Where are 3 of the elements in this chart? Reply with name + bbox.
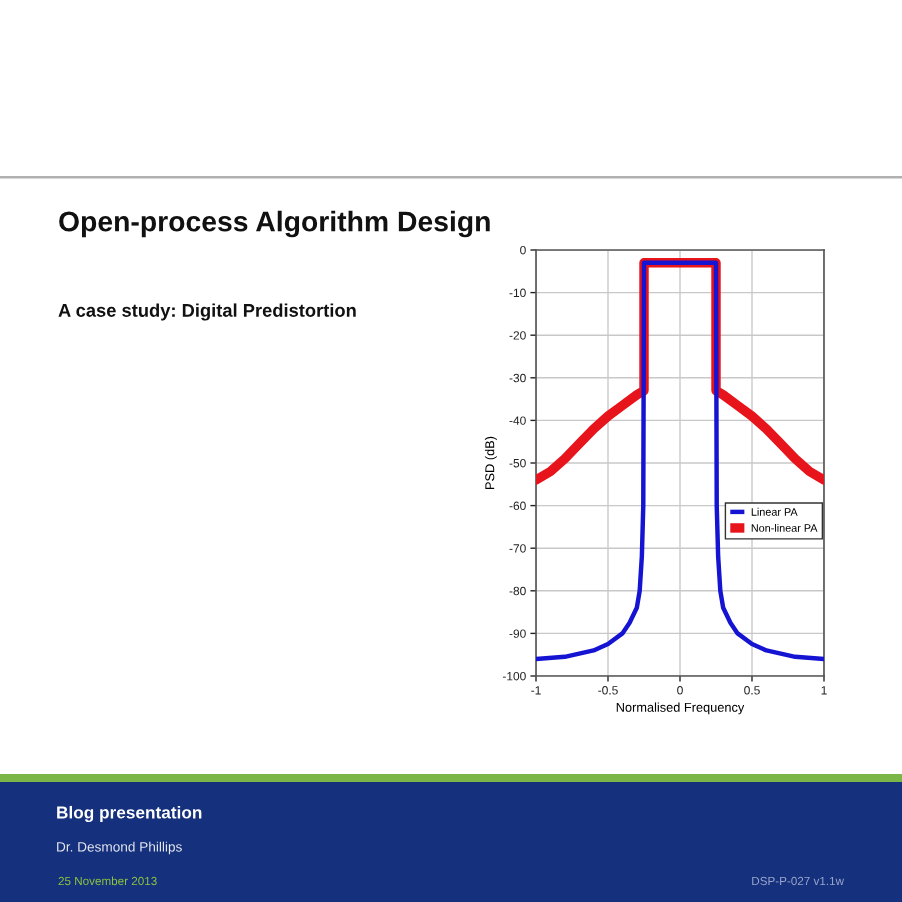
text: A case study: Digital Predistortion bbox=[58, 303, 356, 321]
text: Blog presentation bbox=[57, 805, 202, 823]
text: Open-process Algorithm Design bbox=[59, 210, 490, 238]
